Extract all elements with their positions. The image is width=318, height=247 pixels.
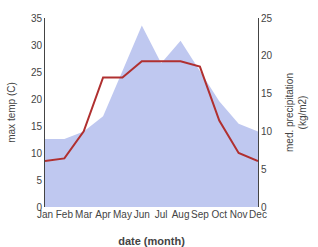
svg-text:20: 20 xyxy=(261,50,273,61)
svg-text:Mar: Mar xyxy=(75,209,93,220)
svg-text:15: 15 xyxy=(261,88,273,99)
svg-text:Sep: Sep xyxy=(191,209,209,220)
svg-text:10: 10 xyxy=(261,126,273,137)
svg-text:0: 0 xyxy=(261,202,267,213)
svg-text:Feb: Feb xyxy=(56,209,74,220)
svg-text:Jun: Jun xyxy=(134,209,150,220)
svg-text:30: 30 xyxy=(31,40,43,51)
svg-text:35: 35 xyxy=(31,13,43,24)
svg-text:5: 5 xyxy=(36,175,42,186)
svg-text:max temp (C): max temp (C) xyxy=(6,82,17,143)
svg-text:Oct: Oct xyxy=(211,209,227,220)
svg-text:20: 20 xyxy=(31,94,43,105)
svg-text:date (month): date (month) xyxy=(118,235,185,247)
svg-text:25: 25 xyxy=(261,13,273,24)
svg-text:med. precipitation(kg/m2): med. precipitation(kg/m2) xyxy=(284,73,308,152)
svg-text:Jan: Jan xyxy=(37,209,53,220)
svg-text:Jul: Jul xyxy=(155,209,168,220)
svg-text:Nov: Nov xyxy=(230,209,248,220)
svg-text:Aug: Aug xyxy=(172,209,190,220)
svg-text:May: May xyxy=(113,209,132,220)
svg-text:0: 0 xyxy=(36,202,42,213)
svg-text:10: 10 xyxy=(31,148,43,159)
svg-text:5: 5 xyxy=(261,164,267,175)
svg-text:25: 25 xyxy=(31,67,43,78)
svg-text:Apr: Apr xyxy=(95,209,111,220)
svg-text:Dec: Dec xyxy=(249,209,267,220)
svg-text:15: 15 xyxy=(31,121,43,132)
